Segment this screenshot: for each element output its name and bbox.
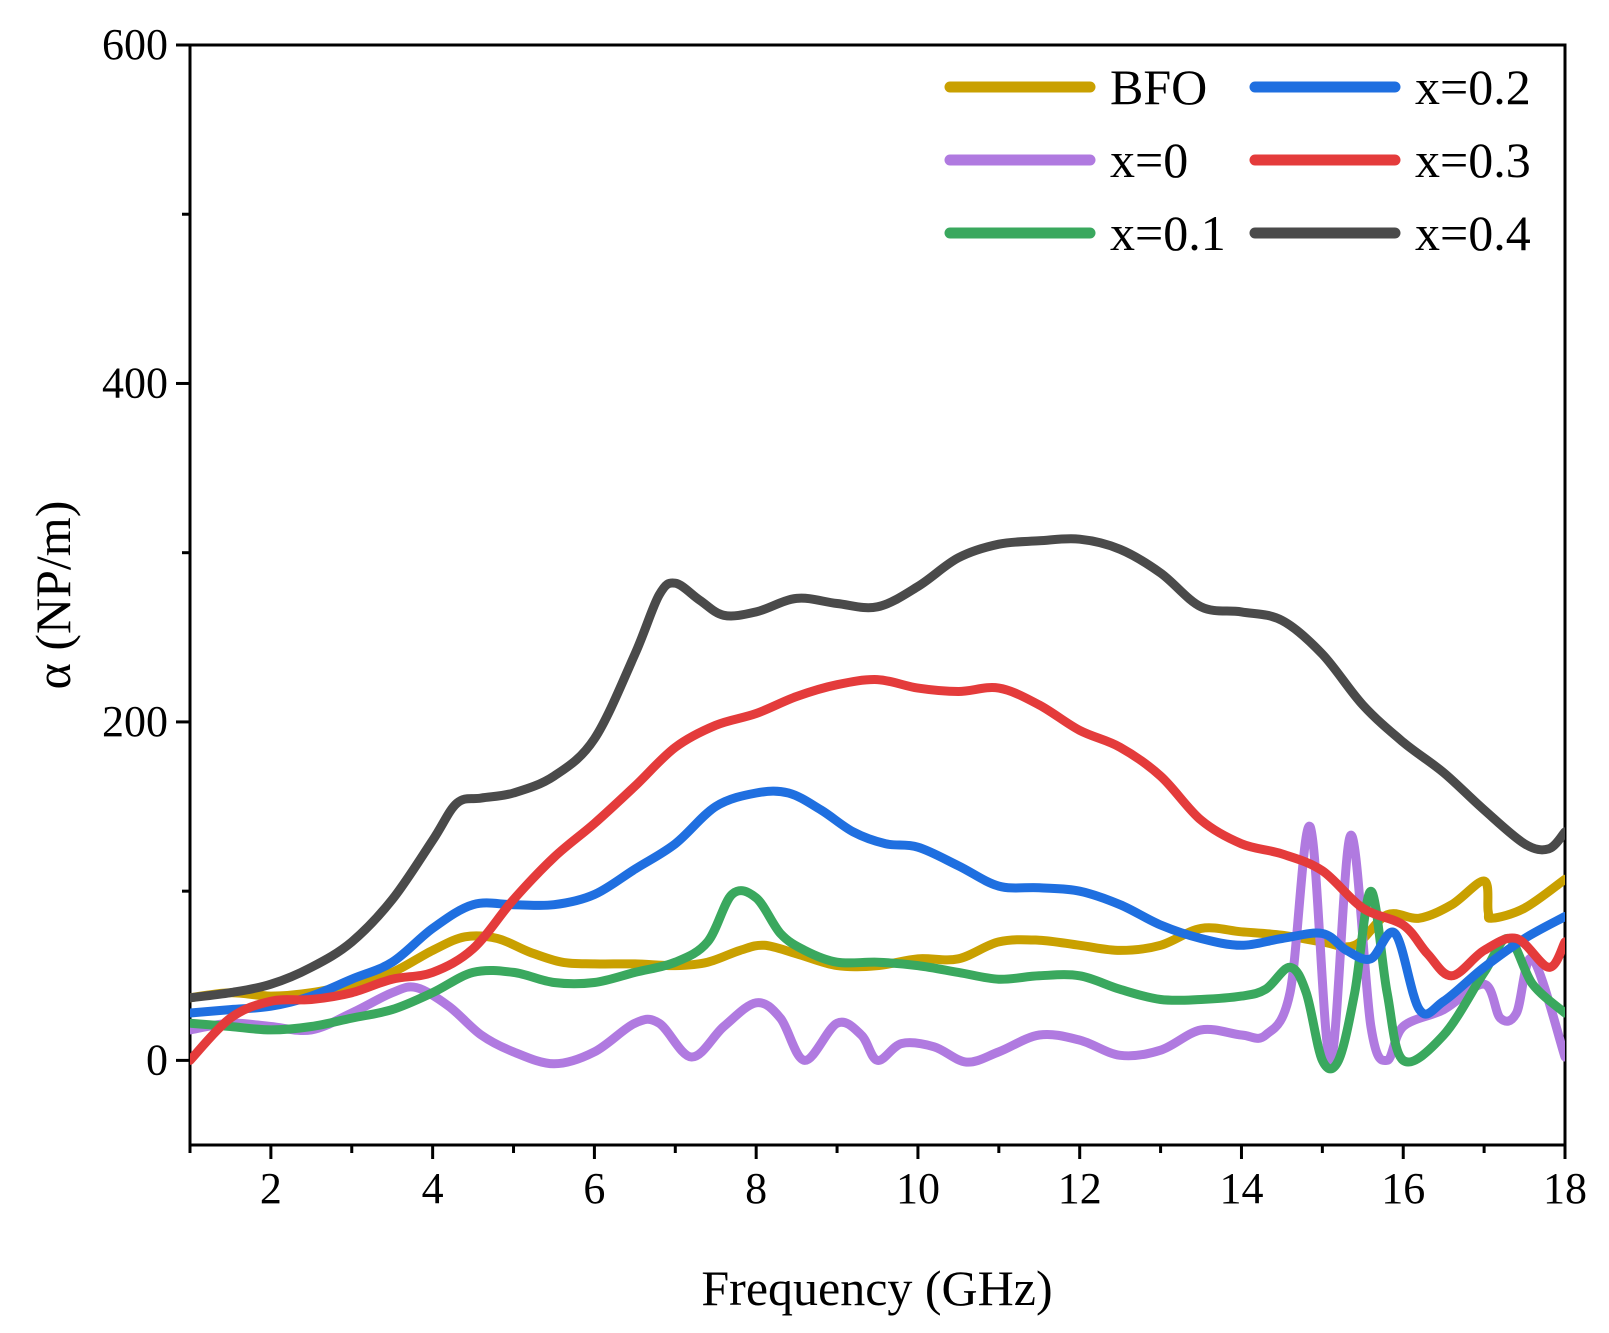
series-line-x-0-1 — [190, 886, 1565, 1074]
series-line-x-0-3 — [190, 675, 1565, 1065]
x-tick-label: 16 — [1381, 1164, 1425, 1213]
y-axis-label: α (NP/m) — [25, 501, 81, 690]
legend-label: x=0.1 — [1110, 205, 1226, 261]
legend-label: x=0.2 — [1415, 59, 1531, 115]
x-tick-label: 12 — [1058, 1164, 1102, 1213]
legend: BFO x=0 x=0.1 x=0.2 x=0.3 x=0.4 — [944, 59, 1531, 261]
x-axis: 2 4 6 8 10 12 14 16 18 — [188, 1145, 1587, 1213]
series-line-x-0-2 — [190, 786, 1565, 1019]
x-tick-label: 2 — [260, 1164, 282, 1213]
series-line-x-0-4 — [190, 534, 1565, 1003]
x-axis-label: Frequency (GHz) — [701, 1260, 1052, 1316]
legend-label: BFO — [1110, 59, 1207, 115]
x-tick-label: 14 — [1219, 1164, 1263, 1213]
y-tick-label: 600 — [102, 20, 168, 69]
x-tick-label: 10 — [896, 1164, 940, 1213]
y-axis: 0 200 400 600 — [102, 20, 190, 1084]
series-layer — [190, 534, 1565, 1074]
series-line-x-0 — [190, 822, 1565, 1069]
y-tick-label: 200 — [102, 697, 168, 746]
y-tick-label: 400 — [102, 358, 168, 407]
legend-label: x=0.3 — [1415, 132, 1531, 188]
x-tick-label: 4 — [422, 1164, 444, 1213]
x-tick-label: 6 — [583, 1164, 605, 1213]
x-tick-label: 18 — [1543, 1164, 1587, 1213]
legend-label: x=0 — [1110, 132, 1188, 188]
y-tick-label: 0 — [146, 1035, 168, 1084]
legend-label: x=0.4 — [1415, 205, 1531, 261]
x-tick-label: 8 — [745, 1164, 767, 1213]
plot-frame — [188, 43, 1567, 1147]
